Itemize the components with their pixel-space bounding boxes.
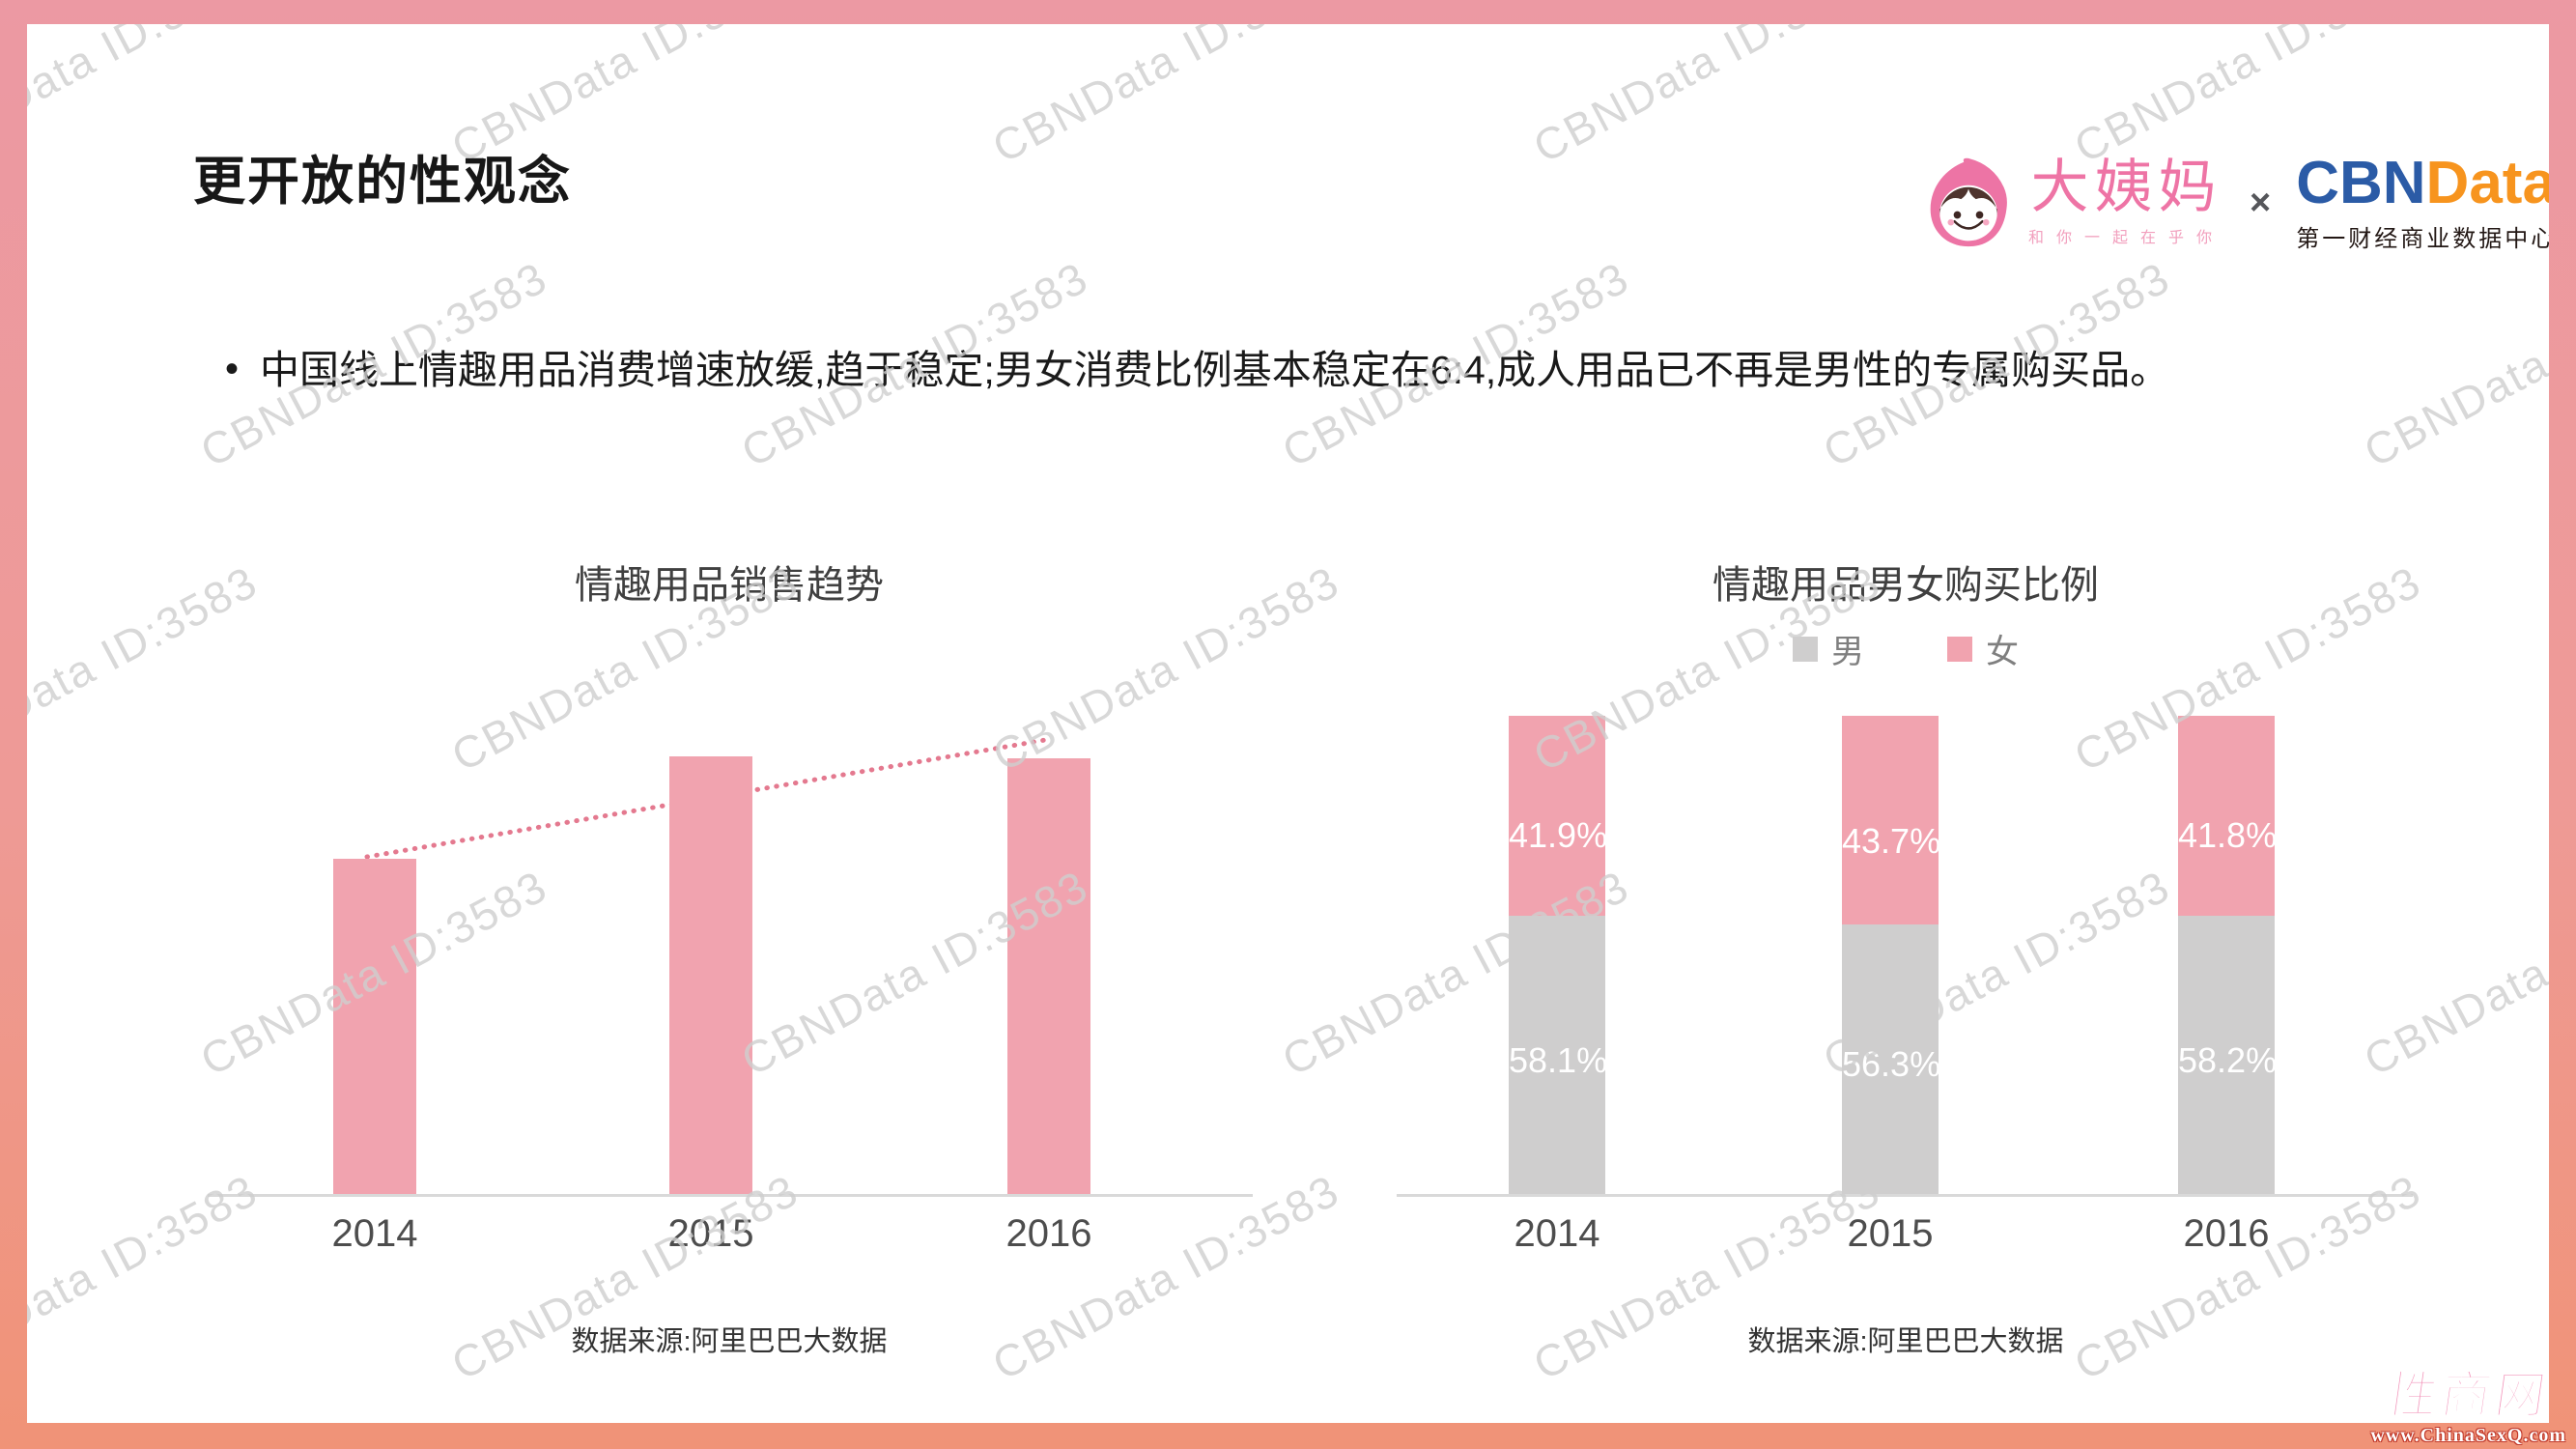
dayima-name: 大姨妈 (2030, 155, 2222, 219)
right-chart-source: 数据来源:阿里巴巴大数据 (1747, 1326, 2064, 1357)
x-label-2015: 2015 (667, 1212, 754, 1255)
partnership-cross-icon: × (2250, 182, 2272, 223)
legend-swatch (1793, 636, 1818, 662)
right-chart-legend: 男女 (1399, 625, 2413, 672)
partner-logos: 大姨妈 和你一起在乎你 × CBNData 第一财经商业数据中心 (1922, 140, 2549, 266)
right-chart-x-labels: 2014 2015 2016 (1399, 1212, 2413, 1261)
x-label-2016: 2016 (2183, 1212, 2270, 1255)
x-label-2015: 2015 (1847, 1212, 1934, 1255)
chinasexq-logo: 性商网 www.ChinaSexQ.com (2370, 1368, 2566, 1447)
right-chart-plot: 41.9% 58.1% 43.7% 56.3% 41.8% 58.2% (1399, 716, 2413, 1194)
watermark-text: CBNData ID:3583 (984, 24, 1348, 173)
x-label-2014: 2014 (331, 1212, 418, 1255)
left-chart-source: 数据来源:阿里巴巴大数据 (571, 1326, 888, 1357)
left-chart-title: 情趣用品销售趋势 (575, 564, 884, 607)
chinasexq-logo-url: www.ChinaSexQ.com (2370, 1425, 2566, 1446)
left-chart-x-labels: 2014 2015 2016 (208, 1212, 1251, 1261)
legend-label: 女 (1986, 634, 2019, 670)
dayima-logo-text: 大姨妈 和你一起在乎你 (2028, 158, 2224, 247)
x-label-2014: 2014 (1514, 1212, 1600, 1255)
bullet-text: 中国线上情趣用品消费增速放缓,趋于稳定;男女消费比例基本稳定在6:4,成人用品已… (260, 348, 2170, 392)
chinasexq-logo-name: 性商网 (2383, 1368, 2555, 1426)
x-label-2016: 2016 (1005, 1212, 1092, 1255)
right-chart-axis (1397, 1194, 2413, 1197)
segment-female-2014: 41.9% (1509, 716, 1608, 917)
right-chart-title: 情趣用品男女购买比例 (1713, 564, 2099, 607)
summary-bullet: • 中国线上情趣用品消费增速放缓,趋于稳定;男女消费比例基本稳定在6:4,成人用… (225, 343, 2379, 398)
dayima-tagline: 和你一起在乎你 (2028, 230, 2225, 246)
left-chart-plot (208, 691, 1251, 1194)
label-female-2015: 43.7% (1842, 820, 1941, 861)
segment-male-2016: 58.2% (2178, 915, 2278, 1194)
ratio-bar-2015: 43.7% 56.3% (1842, 716, 1941, 1194)
slide: 更开放的性观念 大姨妈 和你一起在乎你 × CBNData 第一财经商业数据中心 (27, 24, 2549, 1423)
ratio-bar-2014: 41.9% 58.1% (1509, 716, 1608, 1194)
label-male-2015: 56.3% (1842, 1044, 1941, 1085)
sales-bar-2014 (333, 859, 416, 1194)
data-part: Data (2425, 149, 2549, 216)
label-female-2014: 41.9% (1509, 815, 1608, 856)
dayima-logo-icon (1930, 157, 2007, 247)
watermark-text: CBNData ID:3583 (2356, 251, 2549, 477)
label-female-2016: 41.8% (2178, 815, 2278, 856)
sales-bar-2016 (1007, 758, 1090, 1194)
legend-label: 男 (1831, 634, 1864, 670)
cbn-part: CBN (2296, 149, 2426, 216)
sales-bar-2015 (669, 756, 752, 1194)
legend-item-女: 女 (1947, 625, 2019, 672)
legend-swatch (1947, 636, 1972, 662)
left-chart-axis (208, 1194, 1253, 1197)
bullet-marker: • (225, 348, 240, 390)
watermark-text: CBNData ID:3583 (1525, 24, 1889, 173)
page-title: 更开放的性观念 (193, 153, 572, 211)
cbndata-wordmark: CBNData (2296, 153, 2549, 213)
segment-male-2015: 56.3% (1842, 924, 1941, 1194)
label-male-2014: 58.1% (1509, 1039, 1608, 1080)
label-male-2016: 58.2% (2178, 1039, 2278, 1080)
segment-female-2015: 43.7% (1842, 716, 1941, 925)
ratio-bar-2016: 41.8% 58.2% (2178, 716, 2278, 1194)
legend-item-男: 男 (1793, 625, 1864, 672)
cbndata-subtitle: 第一财经商业数据中心 (2296, 225, 2549, 252)
segment-female-2016: 41.8% (2178, 716, 2278, 916)
cbndata-logo: CBNData 第一财经商业数据中心 (2296, 153, 2549, 253)
segment-male-2014: 58.1% (1509, 916, 1608, 1194)
